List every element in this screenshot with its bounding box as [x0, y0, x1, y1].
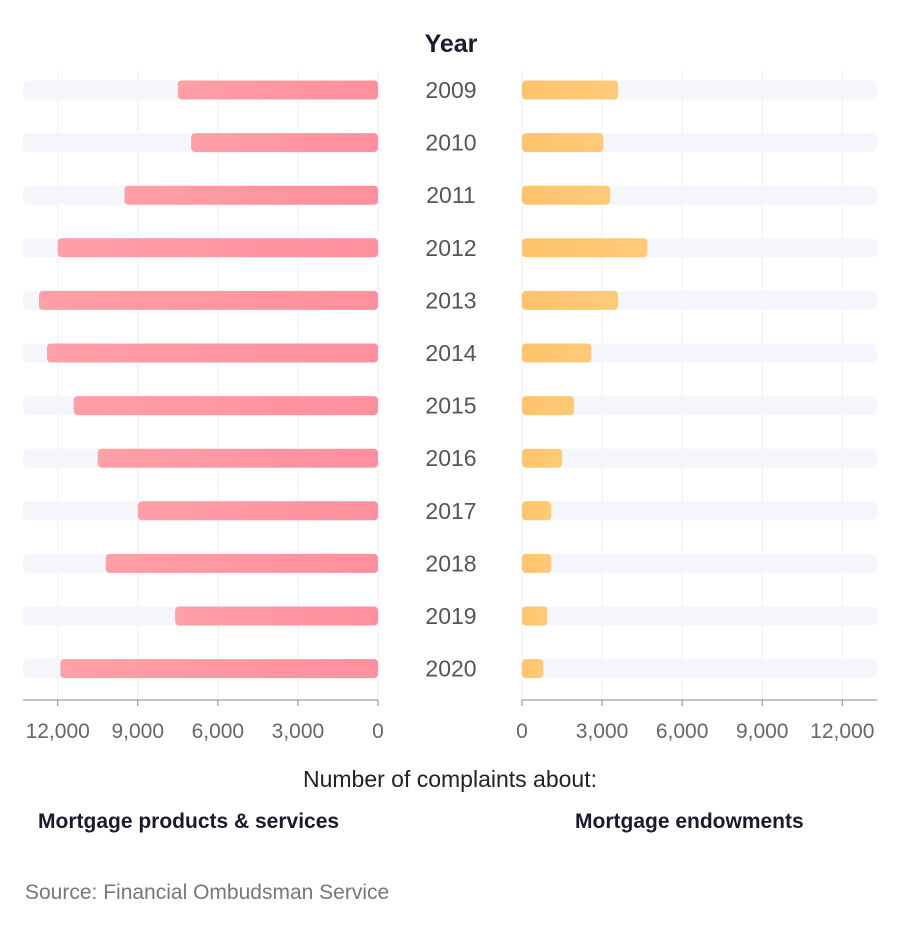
year-label-2014: 2014 [425, 340, 476, 366]
year-label-2009: 2009 [425, 77, 476, 103]
track-right [522, 343, 877, 363]
bar-mortgage-products-2009 [177, 80, 378, 100]
bar-mortgage-endowments-2016 [522, 448, 563, 468]
bar-tracks [23, 80, 877, 679]
bar-mortgage-products-2015 [73, 396, 378, 416]
bar-mortgage-endowments-2018 [522, 553, 552, 573]
bar-mortgage-endowments-2014 [522, 343, 592, 363]
x-tick-label-left: 12,000 [26, 720, 90, 743]
legend-mortgage-products: Mortgage products & services [38, 810, 340, 833]
year-labels: 2009 2010 2011 2012 2013 2014 2015 2016 2017 2018… [425, 77, 476, 682]
bar-mortgage-products-2014 [47, 343, 379, 363]
bar-mortgage-products-2010 [191, 133, 378, 153]
bar-mortgage-endowments-2009 [522, 80, 619, 100]
bar-mortgage-endowments-2012 [522, 238, 648, 258]
x-tick-label-left: 9,000 [111, 720, 164, 743]
bar-mortgage-endowments-2013 [522, 290, 619, 310]
x-tick-label-right: 9,000 [736, 720, 789, 743]
year-label-2018: 2018 [425, 550, 476, 576]
year-label-2011: 2011 [426, 182, 475, 208]
bars [39, 80, 648, 679]
x-tick-label-right: 0 [516, 720, 528, 743]
track-right [522, 606, 877, 626]
x-tick-label-right: 3,000 [576, 720, 629, 743]
x-tick-label-left: 0 [372, 720, 384, 743]
bar-mortgage-endowments-2011 [522, 185, 611, 205]
bar-mortgage-products-2011 [124, 185, 378, 205]
year-label-2013: 2013 [425, 287, 476, 313]
year-label-2015: 2015 [425, 393, 476, 419]
bar-mortgage-endowments-2020 [522, 659, 544, 679]
bar-mortgage-endowments-2010 [522, 133, 604, 153]
bar-mortgage-products-2020 [60, 659, 379, 679]
track-right [522, 133, 877, 153]
legend-mortgage-endowments: Mortgage endowments [575, 810, 804, 833]
bar-mortgage-endowments-2017 [522, 501, 552, 521]
track-right [522, 553, 877, 573]
year-label-2017: 2017 [425, 498, 476, 524]
bar-mortgage-products-2018 [105, 553, 379, 573]
track-right [522, 659, 877, 679]
year-label-2020: 2020 [425, 656, 476, 682]
year-label-2019: 2019 [425, 603, 476, 629]
track-right [522, 501, 877, 521]
x-tick-label-right: 6,000 [656, 720, 709, 743]
gridlines [57, 70, 843, 700]
x-axis-title: Number of complaints about: [302, 766, 598, 792]
bar-mortgage-products-2012 [57, 238, 378, 258]
bar-mortgage-endowments-2015 [522, 396, 575, 416]
track-right [522, 396, 877, 416]
mirrored-bar-chart: 0 0 3,000 3,000 6,000 6,000 9,000 9,000 12,000 12… [23, 30, 877, 743]
axes: 0 0 3,000 3,000 6,000 6,000 9,000 9,000 12,000 12… [23, 699, 877, 743]
bar-mortgage-products-2019 [175, 606, 378, 626]
chart-title: Year [425, 30, 478, 58]
track-right [522, 185, 877, 205]
bar-mortgage-products-2017 [137, 501, 378, 521]
year-label-2016: 2016 [425, 445, 476, 471]
year-label-2010: 2010 [425, 130, 476, 156]
track-right [522, 448, 877, 468]
x-tick-label-right: 12,000 [810, 720, 874, 743]
x-tick-label-left: 3,000 [272, 720, 325, 743]
year-label-2012: 2012 [425, 235, 476, 261]
bar-mortgage-products-2013 [39, 290, 378, 310]
source-note: Source: Financial Ombudsman Service [25, 881, 390, 904]
bar-mortgage-endowments-2019 [522, 606, 548, 626]
bar-mortgage-products-2016 [97, 448, 378, 468]
x-tick-label-left: 6,000 [192, 720, 245, 743]
